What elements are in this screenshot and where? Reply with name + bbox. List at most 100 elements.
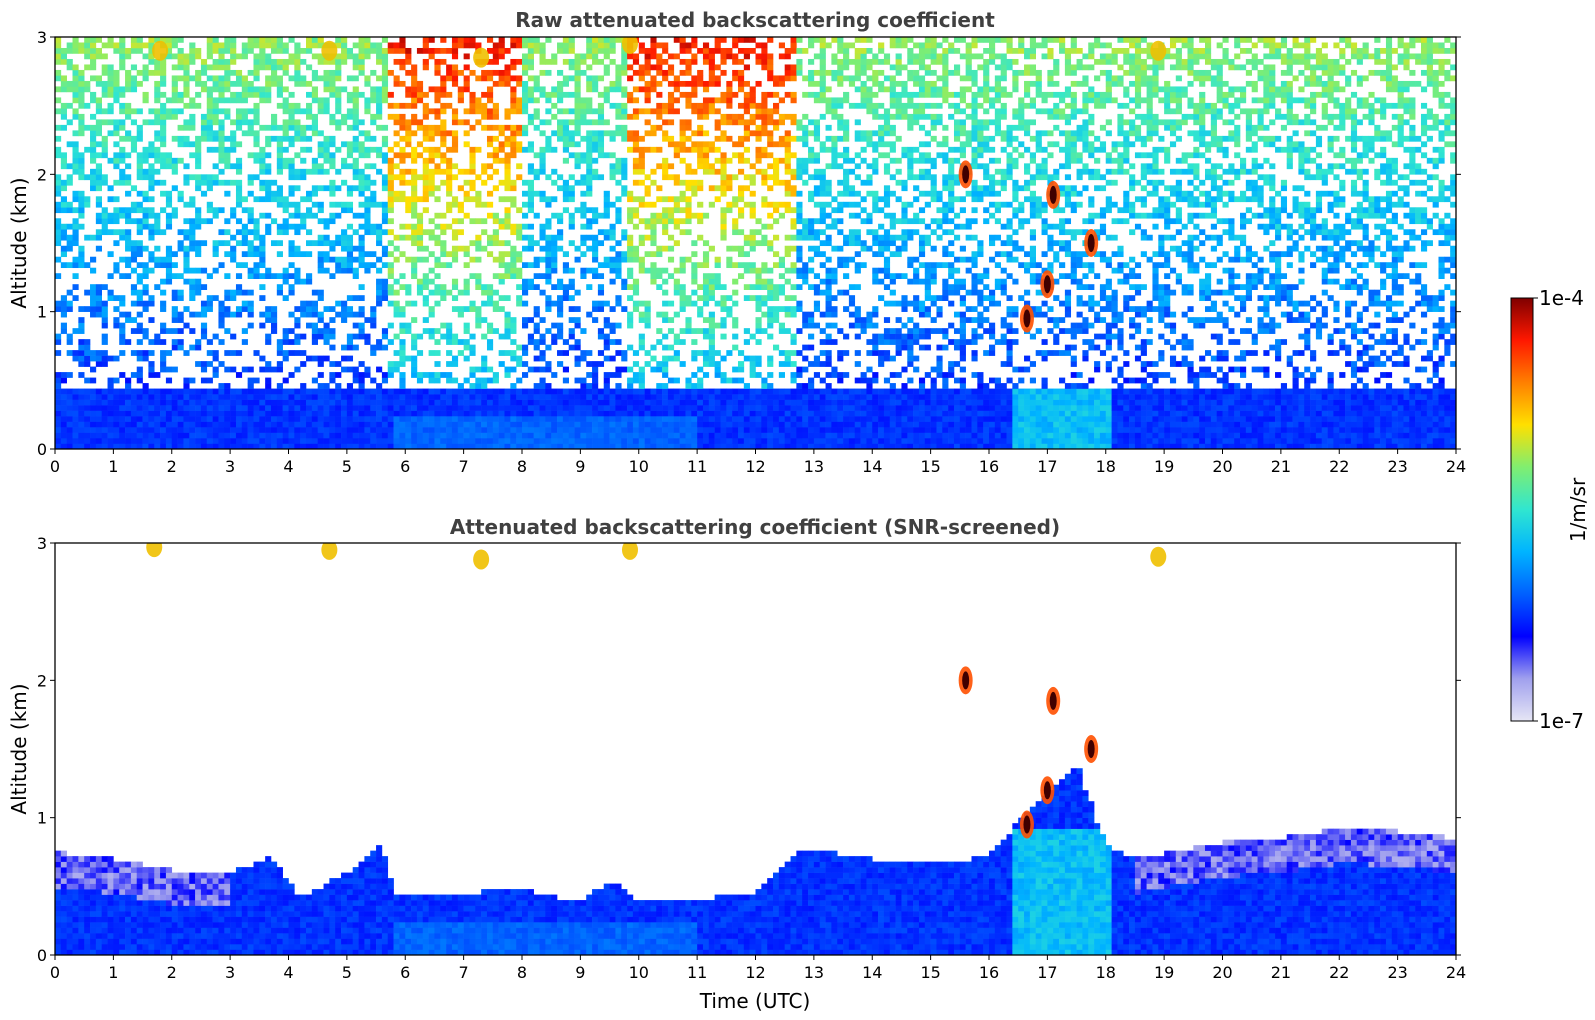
heatmap-cell — [451, 108, 459, 115]
heatmap-cell — [136, 416, 143, 422]
heatmap-cell — [580, 97, 587, 104]
heatmap-cell — [580, 201, 587, 208]
panel-title: Raw attenuated backscattering coefficien… — [515, 8, 995, 32]
heatmap-cell — [644, 394, 651, 400]
heatmap-cell — [55, 69, 62, 76]
heatmap-cell — [270, 427, 278, 433]
heatmap-cell — [230, 432, 237, 439]
heatmap-cell — [352, 91, 359, 98]
heatmap-cell — [592, 141, 599, 148]
heatmap-cell — [200, 388, 208, 395]
heatmap-cell — [66, 262, 73, 269]
heatmap-cell — [451, 421, 459, 428]
heatmap-cell — [60, 234, 67, 241]
heatmap-cell — [183, 251, 190, 258]
heatmap-cell — [463, 410, 470, 417]
heatmap-cell — [136, 201, 143, 208]
heatmap-cell — [259, 443, 266, 449]
heatmap-cell — [282, 163, 289, 170]
heatmap-cell — [457, 201, 464, 208]
heatmap-cell — [574, 339, 581, 345]
heatmap-cell — [101, 174, 108, 181]
heatmap-cell — [399, 234, 406, 241]
heatmap-cell — [60, 311, 67, 318]
heatmap-cell — [95, 432, 102, 439]
heatmap-cell — [662, 421, 669, 428]
heatmap-cell — [177, 91, 184, 98]
heatmap-cell — [148, 234, 155, 241]
heatmap-cell — [568, 443, 575, 449]
heatmap-cell — [691, 383, 698, 389]
heatmap-cell — [177, 273, 184, 279]
heatmap-cell — [148, 350, 155, 356]
heatmap-cell — [119, 37, 126, 43]
heatmap-cell — [300, 388, 307, 395]
heatmap-cell — [142, 289, 149, 296]
heatmap-cell — [504, 311, 511, 318]
heatmap-cell — [708, 80, 715, 87]
heatmap-cell — [446, 190, 453, 197]
heatmap-cell — [294, 273, 301, 279]
heatmap-cell — [364, 212, 371, 219]
heatmap-cell — [364, 394, 371, 400]
heatmap-cell — [586, 190, 593, 197]
heatmap-cell — [218, 240, 225, 247]
heatmap-cell — [358, 256, 365, 263]
heatmap-cell — [399, 328, 406, 334]
heatmap-cell — [84, 344, 91, 351]
heatmap-cell — [609, 201, 616, 208]
heatmap-cell — [557, 416, 564, 422]
heatmap-cell — [522, 289, 529, 296]
heatmap-cell — [270, 240, 278, 247]
heatmap-cell — [224, 289, 231, 296]
heatmap-cell — [66, 333, 73, 340]
heatmap-cell — [200, 64, 208, 71]
heatmap-cell — [335, 421, 342, 428]
heatmap-cell — [119, 119, 126, 126]
heatmap-cell — [370, 322, 377, 329]
heatmap-cell — [90, 37, 97, 43]
heatmap-cell — [259, 47, 266, 54]
heatmap-cell — [492, 212, 499, 219]
heatmap-cell — [387, 443, 394, 449]
heatmap-cell — [230, 416, 237, 422]
heatmap-cell — [667, 69, 675, 76]
heatmap-cell — [440, 58, 447, 65]
heatmap-cell — [434, 223, 441, 230]
heatmap-cell — [341, 394, 348, 400]
heatmap-cell — [381, 410, 389, 417]
heatmap-cell — [241, 196, 248, 203]
heatmap-cell — [300, 438, 307, 444]
heatmap-cell — [148, 42, 155, 49]
heatmap-cell — [300, 311, 307, 318]
heatmap-cell — [107, 212, 114, 219]
heatmap-cell — [247, 306, 254, 312]
heatmap-cell — [551, 86, 558, 93]
heatmap-cell — [300, 47, 307, 54]
heatmap-cell — [381, 179, 389, 186]
heatmap-cell — [568, 47, 575, 54]
heatmap-cell — [446, 251, 453, 258]
heatmap-cell — [539, 438, 546, 444]
heatmap-cell — [183, 399, 190, 406]
heatmap-cell — [376, 344, 383, 351]
heatmap-cell — [119, 91, 126, 98]
heatmap-cell — [545, 234, 552, 241]
heatmap-cell — [615, 256, 622, 263]
heatmap-cell — [708, 168, 715, 175]
heatmap-cell — [224, 366, 231, 373]
heatmap-cell — [405, 355, 412, 362]
heatmap-cell — [586, 119, 593, 126]
heatmap-cell — [241, 306, 248, 312]
heatmap-cell — [265, 152, 272, 159]
heatmap-cell — [597, 284, 605, 290]
heatmap-cell — [160, 289, 167, 296]
heatmap-cell — [399, 394, 406, 400]
heatmap-cell — [457, 416, 464, 422]
heatmap-cell — [469, 306, 476, 312]
heatmap-cell — [259, 234, 266, 241]
heatmap-cell — [714, 146, 721, 153]
heatmap-cell — [311, 438, 318, 444]
heatmap-cell — [428, 306, 435, 312]
heatmap-cell — [650, 427, 657, 433]
